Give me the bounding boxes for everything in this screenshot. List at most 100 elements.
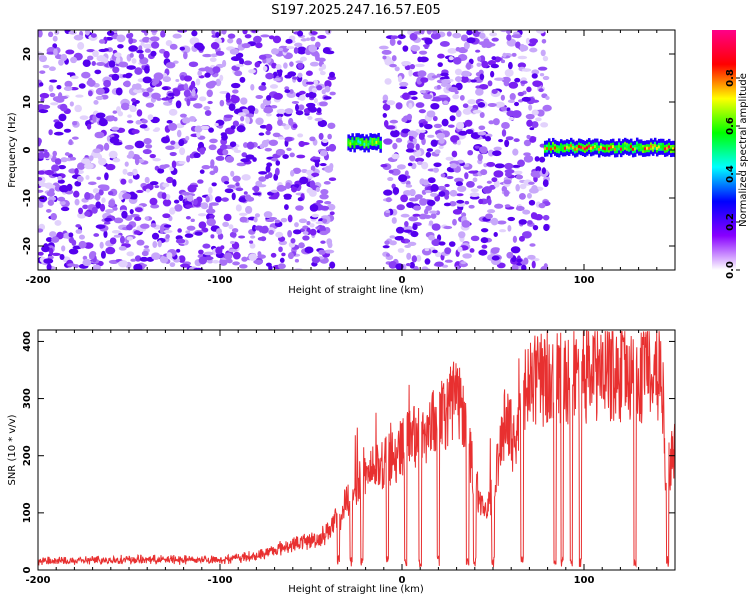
spectrogram-cell <box>296 46 307 55</box>
spectrogram-cell <box>60 53 68 62</box>
colorbar-tick-label: 0.6 <box>725 117 736 135</box>
spectrogram-cell <box>517 159 525 167</box>
spectrogram-cell <box>449 189 458 197</box>
spectrogram-cell <box>263 106 274 114</box>
signal-cell <box>549 147 553 151</box>
spectrogram-cell <box>151 81 157 86</box>
spectrogram-cell <box>311 172 320 177</box>
spectrogram-cell <box>91 206 98 214</box>
spectrogram-cell <box>149 181 159 186</box>
spectrogram-cell <box>294 222 299 228</box>
spectrogram-cell <box>389 235 396 239</box>
spectrogram-cell <box>396 164 406 170</box>
signal-cell <box>371 140 374 144</box>
spectrogram-cell <box>408 197 419 202</box>
spectrogram-cell <box>317 35 327 40</box>
signal-cell <box>599 145 603 149</box>
spectrogram-cell <box>242 30 248 35</box>
spectrogram-cell <box>169 151 177 157</box>
spectrogram-cell <box>39 82 44 87</box>
spectrogram-cell <box>306 220 311 226</box>
spectrogram-cell <box>470 188 479 193</box>
y-tick-label: 0 <box>22 566 33 573</box>
signal-cell <box>597 147 601 151</box>
spectrogram-cell <box>329 71 336 78</box>
spectrogram-cell <box>437 185 446 191</box>
spectrogram-cell <box>409 188 416 196</box>
signal-cell <box>649 144 653 148</box>
spectrogram-cell <box>162 213 171 219</box>
spectrogram-cell <box>328 143 337 152</box>
spectrogram-cell <box>93 99 99 105</box>
y-tick-label: 10 <box>22 95 33 109</box>
spectrogram-cell <box>277 119 283 127</box>
spectrogram-cell <box>74 180 82 187</box>
spectrogram-cell <box>418 56 429 63</box>
spectrogram-cell <box>293 183 300 188</box>
signal-cell <box>593 145 597 149</box>
spectrogram-cell <box>279 257 285 263</box>
spectrogram-cell <box>311 156 321 160</box>
spectrogram-cell <box>464 200 470 205</box>
spectrogram-cell <box>260 34 270 38</box>
spectrogram-cell <box>444 259 453 263</box>
spectrogram-cell <box>268 264 273 270</box>
spectrogram-cell <box>487 149 495 157</box>
signal-cell <box>363 142 366 146</box>
spectrogram-cell <box>134 255 142 262</box>
signal-cell <box>555 147 559 151</box>
spectrogram-cell <box>503 179 512 185</box>
spectrogram-cell <box>232 251 241 260</box>
spectrogram-cell <box>60 157 68 163</box>
spectrogram-cell <box>68 139 73 146</box>
spectrogram-cell <box>298 218 308 224</box>
spectrogram-cell <box>324 249 335 254</box>
spectrogram-cell <box>538 202 546 209</box>
spectrogram-cell <box>492 118 500 126</box>
spectrogram-cell <box>481 244 488 249</box>
spectrogram-cell <box>223 180 230 185</box>
spectrogram-cell <box>320 215 330 220</box>
signal-cell <box>595 145 599 149</box>
spectrogram-cell <box>184 233 194 238</box>
spectrogram-cell <box>199 147 206 155</box>
snr-series-line <box>38 330 675 568</box>
spectrogram-cell <box>143 43 153 49</box>
spectrogram-cell <box>193 198 198 206</box>
spectrogram-cell <box>318 249 326 255</box>
spectrogram-cell <box>162 199 172 207</box>
spectrogram-cell <box>239 76 246 83</box>
spectrogram-cell <box>255 180 263 187</box>
spectrogram-cell <box>286 147 292 152</box>
signal-cell <box>571 146 575 150</box>
spectrogram-cell <box>49 247 54 256</box>
spectrogram-cell <box>538 88 544 93</box>
spectrogram-cell <box>500 30 508 33</box>
spectrogram-cell <box>38 55 47 63</box>
spectrogram-cell <box>518 219 527 225</box>
spectrogram-cell <box>409 32 418 41</box>
spectrogram-cell <box>138 45 143 52</box>
spectrogram-cell <box>68 232 74 238</box>
spectrogram-cell <box>253 216 258 223</box>
spectrogram-cell <box>254 213 261 218</box>
spectrogram-cell <box>282 185 287 191</box>
spectrogram-cell <box>134 207 143 213</box>
signal-cell <box>673 147 675 151</box>
spectrogram-cell <box>492 150 502 157</box>
spectrogram-cell <box>486 209 496 214</box>
spectrogram-cell <box>322 47 331 54</box>
spectrogram-cell <box>232 120 239 127</box>
spectrogram-cell <box>464 172 469 180</box>
spectrogram-cell <box>87 55 94 61</box>
spectrogram-cell <box>202 53 213 58</box>
spectrogram-cell <box>195 78 201 86</box>
spectrogram-cell <box>285 182 291 190</box>
spectrogram-cell <box>397 40 402 45</box>
spectrogram-cell <box>521 68 532 72</box>
spectrogram-cell <box>412 138 417 142</box>
spectrogram-cell <box>436 73 441 78</box>
spectrogram-cell <box>203 106 211 111</box>
spectrogram-cell <box>403 229 413 233</box>
spectrogram-cell <box>76 175 84 183</box>
